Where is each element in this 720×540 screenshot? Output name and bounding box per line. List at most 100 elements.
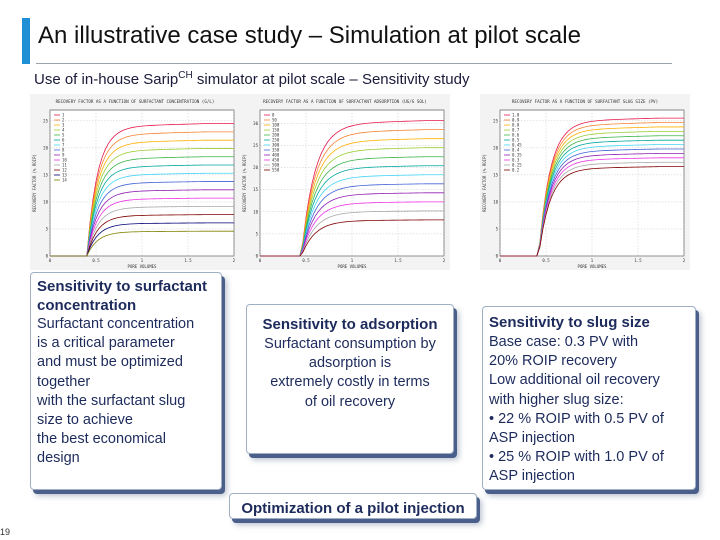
legend-entry: 5 <box>62 133 65 138</box>
slide-title: An illustrative case study – Simulation … <box>38 22 581 49</box>
y-tick-label: 10 <box>43 199 48 204</box>
subtitle-suffix: simulator at pilot scale – Sensitivity s… <box>192 71 470 88</box>
x-tick-label: 2 <box>443 258 446 263</box>
card-body-line: with higher slug size: <box>489 391 624 408</box>
card-body-line: size to achieve <box>37 412 133 429</box>
card-optimization-heading: Optimization of a pilot injection <box>241 500 465 517</box>
card-concentration-heading: Sensitivity to surfactant concentration <box>37 278 208 314</box>
card-body-line: ASP injection <box>489 468 575 485</box>
legend-entry: 8 <box>62 148 65 153</box>
x-tick-label: 0 <box>259 258 262 263</box>
title-accent-bar <box>22 18 30 64</box>
legend-entry: 10 <box>62 158 67 163</box>
card-body-line: Low additional oil recovery <box>489 372 660 389</box>
y-tick-label: 25 <box>253 143 258 148</box>
legend-entry: 0.5 <box>512 138 520 143</box>
card-slug-size-heading: Sensitivity to slug size <box>489 314 650 331</box>
card-adsorption-body: Surfactant consumption by adsorption is ex… <box>253 335 447 412</box>
x-tick-label: 1 <box>591 258 594 263</box>
x-axis-label: PORE VOLUMES <box>128 264 157 269</box>
y-tick-label: 0 <box>46 254 49 259</box>
card-slug-size: Sensitivity to slug size Base case: 0.3 … <box>482 306 696 490</box>
legend-entry: 300 <box>272 143 280 148</box>
legend-entry: 11 <box>62 163 67 168</box>
card-body-line: Surfactant consumption by <box>264 336 436 352</box>
legend-entry: 550 <box>272 168 280 173</box>
subtitle-superscript: CH <box>178 70 193 81</box>
card-body-line: adsorption is <box>308 355 392 372</box>
subtitle-prefix: Use of in-house Sarip <box>34 71 179 88</box>
x-axis-label: PORE VOLUMES <box>338 264 367 269</box>
x-tick-label: 1 <box>141 258 144 263</box>
y-tick-label: 15 <box>43 172 48 177</box>
y-tick-label: 15 <box>493 172 498 177</box>
legend-entry: 14 <box>62 178 67 183</box>
card-slug-size-body: Base case: 0.3 PV with 20% ROIP recovery L… <box>489 333 689 487</box>
card-adsorption-heading: Sensitivity to adsorption <box>262 316 438 333</box>
legend-entry: 400 <box>272 153 280 158</box>
card-body-line: and must be optimized <box>37 354 183 371</box>
y-tick-label: 25 <box>493 118 498 123</box>
legend-entry: 0.9 <box>512 118 520 123</box>
x-tick-label: 1 <box>351 258 354 263</box>
legend-entry: 0.7 <box>512 128 520 133</box>
y-tick-label: 20 <box>493 145 498 150</box>
legend-entry: 1.0 <box>512 113 520 118</box>
slide-subtitle: Use of in-house SaripCH simulator at pil… <box>34 70 470 88</box>
card-body-line: extremely costly in terms <box>270 374 430 391</box>
legend-entry: 0.4 <box>512 148 520 153</box>
legend-entry: 4 <box>62 128 65 133</box>
page-number: 19 <box>0 527 11 537</box>
card-body-line: ASP injection <box>489 430 575 447</box>
y-tick-label: 15 <box>253 187 258 192</box>
legend-entry: 1 <box>62 113 65 118</box>
legend-entry: 13 <box>62 173 67 178</box>
legend-entry: 100 <box>272 123 280 128</box>
x-tick-label: 0.5 <box>302 258 310 263</box>
card-adsorption: Sensitivity to adsorption Surfactant con… <box>246 304 454 454</box>
x-tick-label: 1.5 <box>394 258 402 263</box>
x-axis-label: PORE VOLUMES <box>578 264 607 269</box>
chart-surfactant-adsorption: RECOVERY FACTOR AS A FUNCTION OF SURFACT… <box>240 94 450 270</box>
legend-entry: 0.45 <box>512 143 522 148</box>
legend-entry: 150 <box>272 128 280 133</box>
card-body-line: Base case: 0.3 PV with <box>489 334 639 350</box>
x-tick-label: 2 <box>233 258 236 263</box>
card-optimization: Optimization of a pilot injection <box>229 493 477 519</box>
chart-title: RECOVERY FACTOR AS A FUNCTION OF SURFACT… <box>512 99 658 104</box>
card-body-line: 20% ROIP recovery <box>489 353 617 370</box>
legend-entry: 6 <box>62 138 65 143</box>
y-axis-label: RECOVERY FACTOR (% ROIP) <box>242 154 247 212</box>
legend-entry: 350 <box>272 148 280 153</box>
y-tick-label: 0 <box>256 254 259 259</box>
legend-entry: 0.8 <box>512 123 520 128</box>
y-tick-label: 0 <box>496 254 499 259</box>
x-tick-label: 2 <box>683 258 686 263</box>
chart-slug-size: RECOVERY FACTOR AS A FUNCTION OF SURFACT… <box>480 94 690 270</box>
legend-entry: 250 <box>272 138 280 143</box>
card-body-line: is a critical parameter <box>37 335 175 352</box>
chart-title: RECOVERY FACTOR AS A FUNCTION OF SURFACT… <box>56 99 215 104</box>
card-concentration: Sensitivity to surfactant concentration … <box>30 272 222 490</box>
x-tick-label: 1.5 <box>634 258 642 263</box>
x-tick-label: 1.5 <box>184 258 192 263</box>
chart-title: RECOVERY FACTOR AS A FUNCTION OF SURFACT… <box>263 99 427 104</box>
card-body-line: together <box>37 373 91 390</box>
x-tick-label: 0.5 <box>542 258 550 263</box>
card-body-line: • 25 % ROIP with 1.0 PV of <box>489 449 664 466</box>
legend-entry: 450 <box>272 158 280 163</box>
x-tick-label: 0 <box>49 258 52 263</box>
legend-entry: 7 <box>62 143 65 148</box>
card-body-line: the best economical <box>37 431 166 448</box>
y-axis-label: RECOVERY FACTOR (% ROIP) <box>32 154 37 212</box>
y-tick-label: 5 <box>256 231 259 236</box>
card-body-line: design <box>37 450 80 467</box>
legend-entry: 0 <box>272 113 275 118</box>
x-tick-label: 0.5 <box>92 258 100 263</box>
y-tick-label: 30 <box>253 121 258 126</box>
legend-entry: 0.3 <box>512 158 520 163</box>
card-body-line: of oil recovery <box>304 393 396 410</box>
card-body-line: • 22 % ROIP with 0.5 PV of <box>489 410 664 427</box>
legend-entry: 0.6 <box>512 133 520 138</box>
legend-entry: 50 <box>272 118 277 123</box>
